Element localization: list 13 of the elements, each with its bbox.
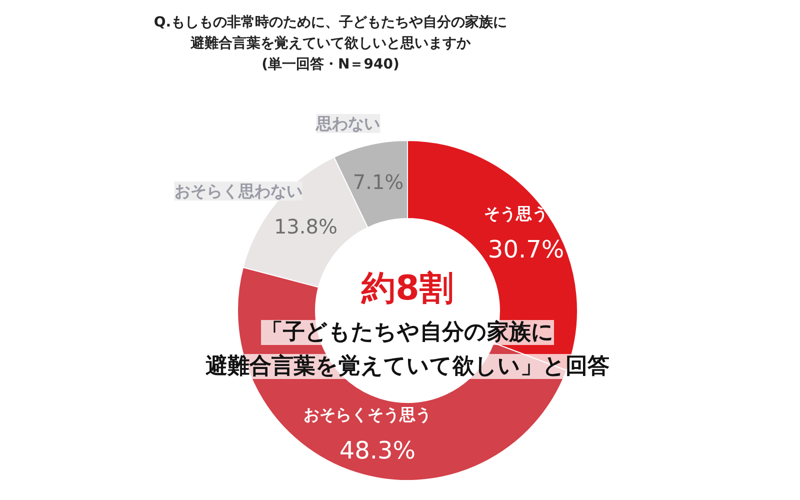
slice-label: おそらくそう思う [303, 404, 432, 424]
text: 約8割 [360, 268, 454, 308]
slice-label: おそらく思わない [174, 182, 302, 201]
data-label: 13.8% [274, 214, 338, 238]
data-label: 7.1% [352, 170, 404, 194]
chart-title: Q.もしもの非常時のために、子どもたちや自分の家族に避難合言葉を覚えていて欲しいと思いますか [154, 14, 508, 52]
data-label: 48.3% [339, 436, 416, 464]
text: 避難合言葉を覚えていて欲しい」と回答 [206, 353, 610, 379]
slice-label: そう思う [484, 204, 548, 223]
data-label: 30.7% [488, 235, 564, 264]
text: 「子どもたちや自分の家族に [261, 319, 554, 345]
chart-subtitle: (単一回答・N＝940) [262, 56, 400, 72]
slice-label: 思わない [315, 114, 380, 133]
